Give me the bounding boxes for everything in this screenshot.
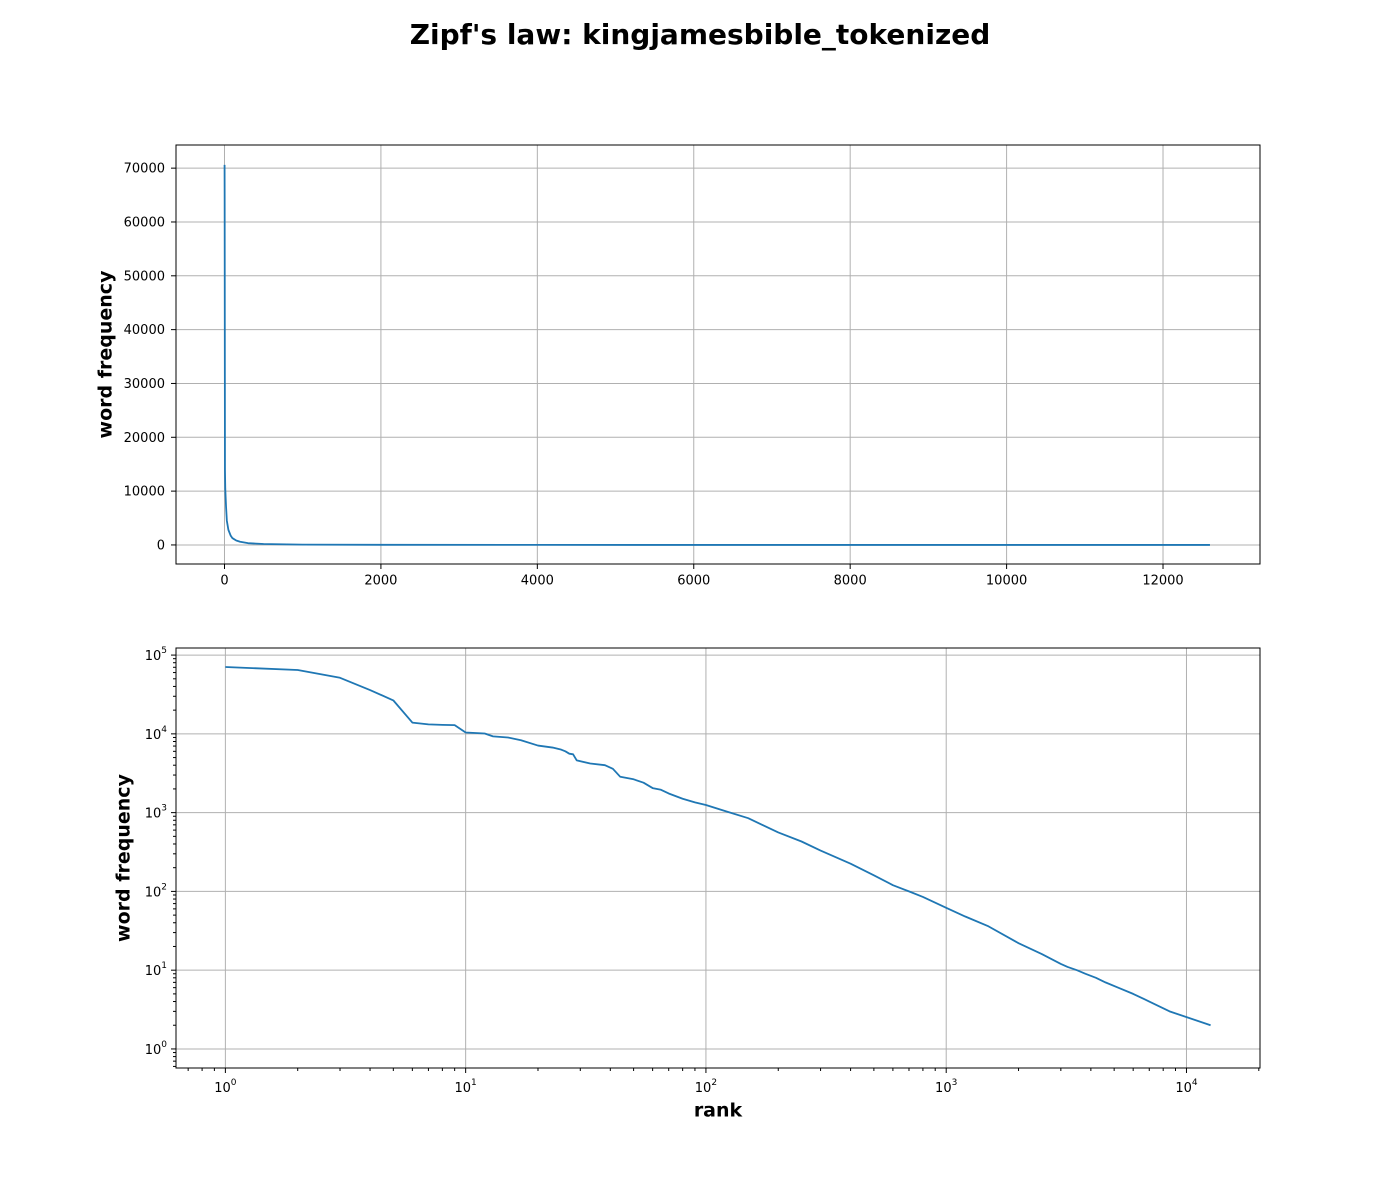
y-tick-label: 50000 [124,269,165,284]
x-tick-label: 10000 [986,574,1027,589]
plot-frame [175,647,1261,1069]
y-tick-label: 40000 [124,323,165,338]
x-tick-label: 102 [695,1078,717,1096]
y-tick-label: 105 [145,646,167,664]
x-tick-label: 4000 [521,574,554,589]
grid-lines [176,648,1260,1068]
x-tick-label: 8000 [834,574,867,589]
log-plot: 100 101 102 103 104 100 101 102 103 104 105 word fr… [113,646,1261,1122]
series-line [223,164,1210,546]
x-axis-label: rank [694,1100,743,1122]
y-tick-label: 101 [145,961,167,979]
y-tick-label: 103 [145,803,167,821]
linear-plot: 0 2000 4000 6000 8000 10000 12000 0 10000 20000 30… [95,144,1261,589]
x-tick-label: 104 [1175,1078,1198,1096]
y-tick-label: 20000 [124,431,165,446]
figure-title: Zipf's law: kingjamesbible_tokenized [410,18,991,51]
y-axis-label: word frequency [113,773,135,942]
y-tick-label: 10000 [124,485,165,500]
x-tick-label: 6000 [677,574,710,589]
grid-lines [176,145,1260,564]
x-tick-label: 12000 [1142,574,1183,589]
y-tick-label: 104 [145,724,168,742]
series-line [225,666,1211,1027]
y-tick-label: 0 [157,538,165,553]
y-tick-label: 102 [145,882,167,900]
y-tick-label: 30000 [124,377,165,392]
x-tick-label: 101 [455,1078,477,1096]
y-tick-label: 100 [145,1039,168,1057]
x-tick-label: 2000 [364,574,397,589]
x-tick-label: 100 [214,1078,237,1096]
y-tick-label: 60000 [124,215,165,230]
y-tick-label: 70000 [124,162,165,177]
x-tick-label: 103 [935,1078,957,1096]
y-axis-label: word frequency [95,270,117,439]
x-tick-label: 0 [220,574,228,589]
plot-frame [175,144,1261,565]
